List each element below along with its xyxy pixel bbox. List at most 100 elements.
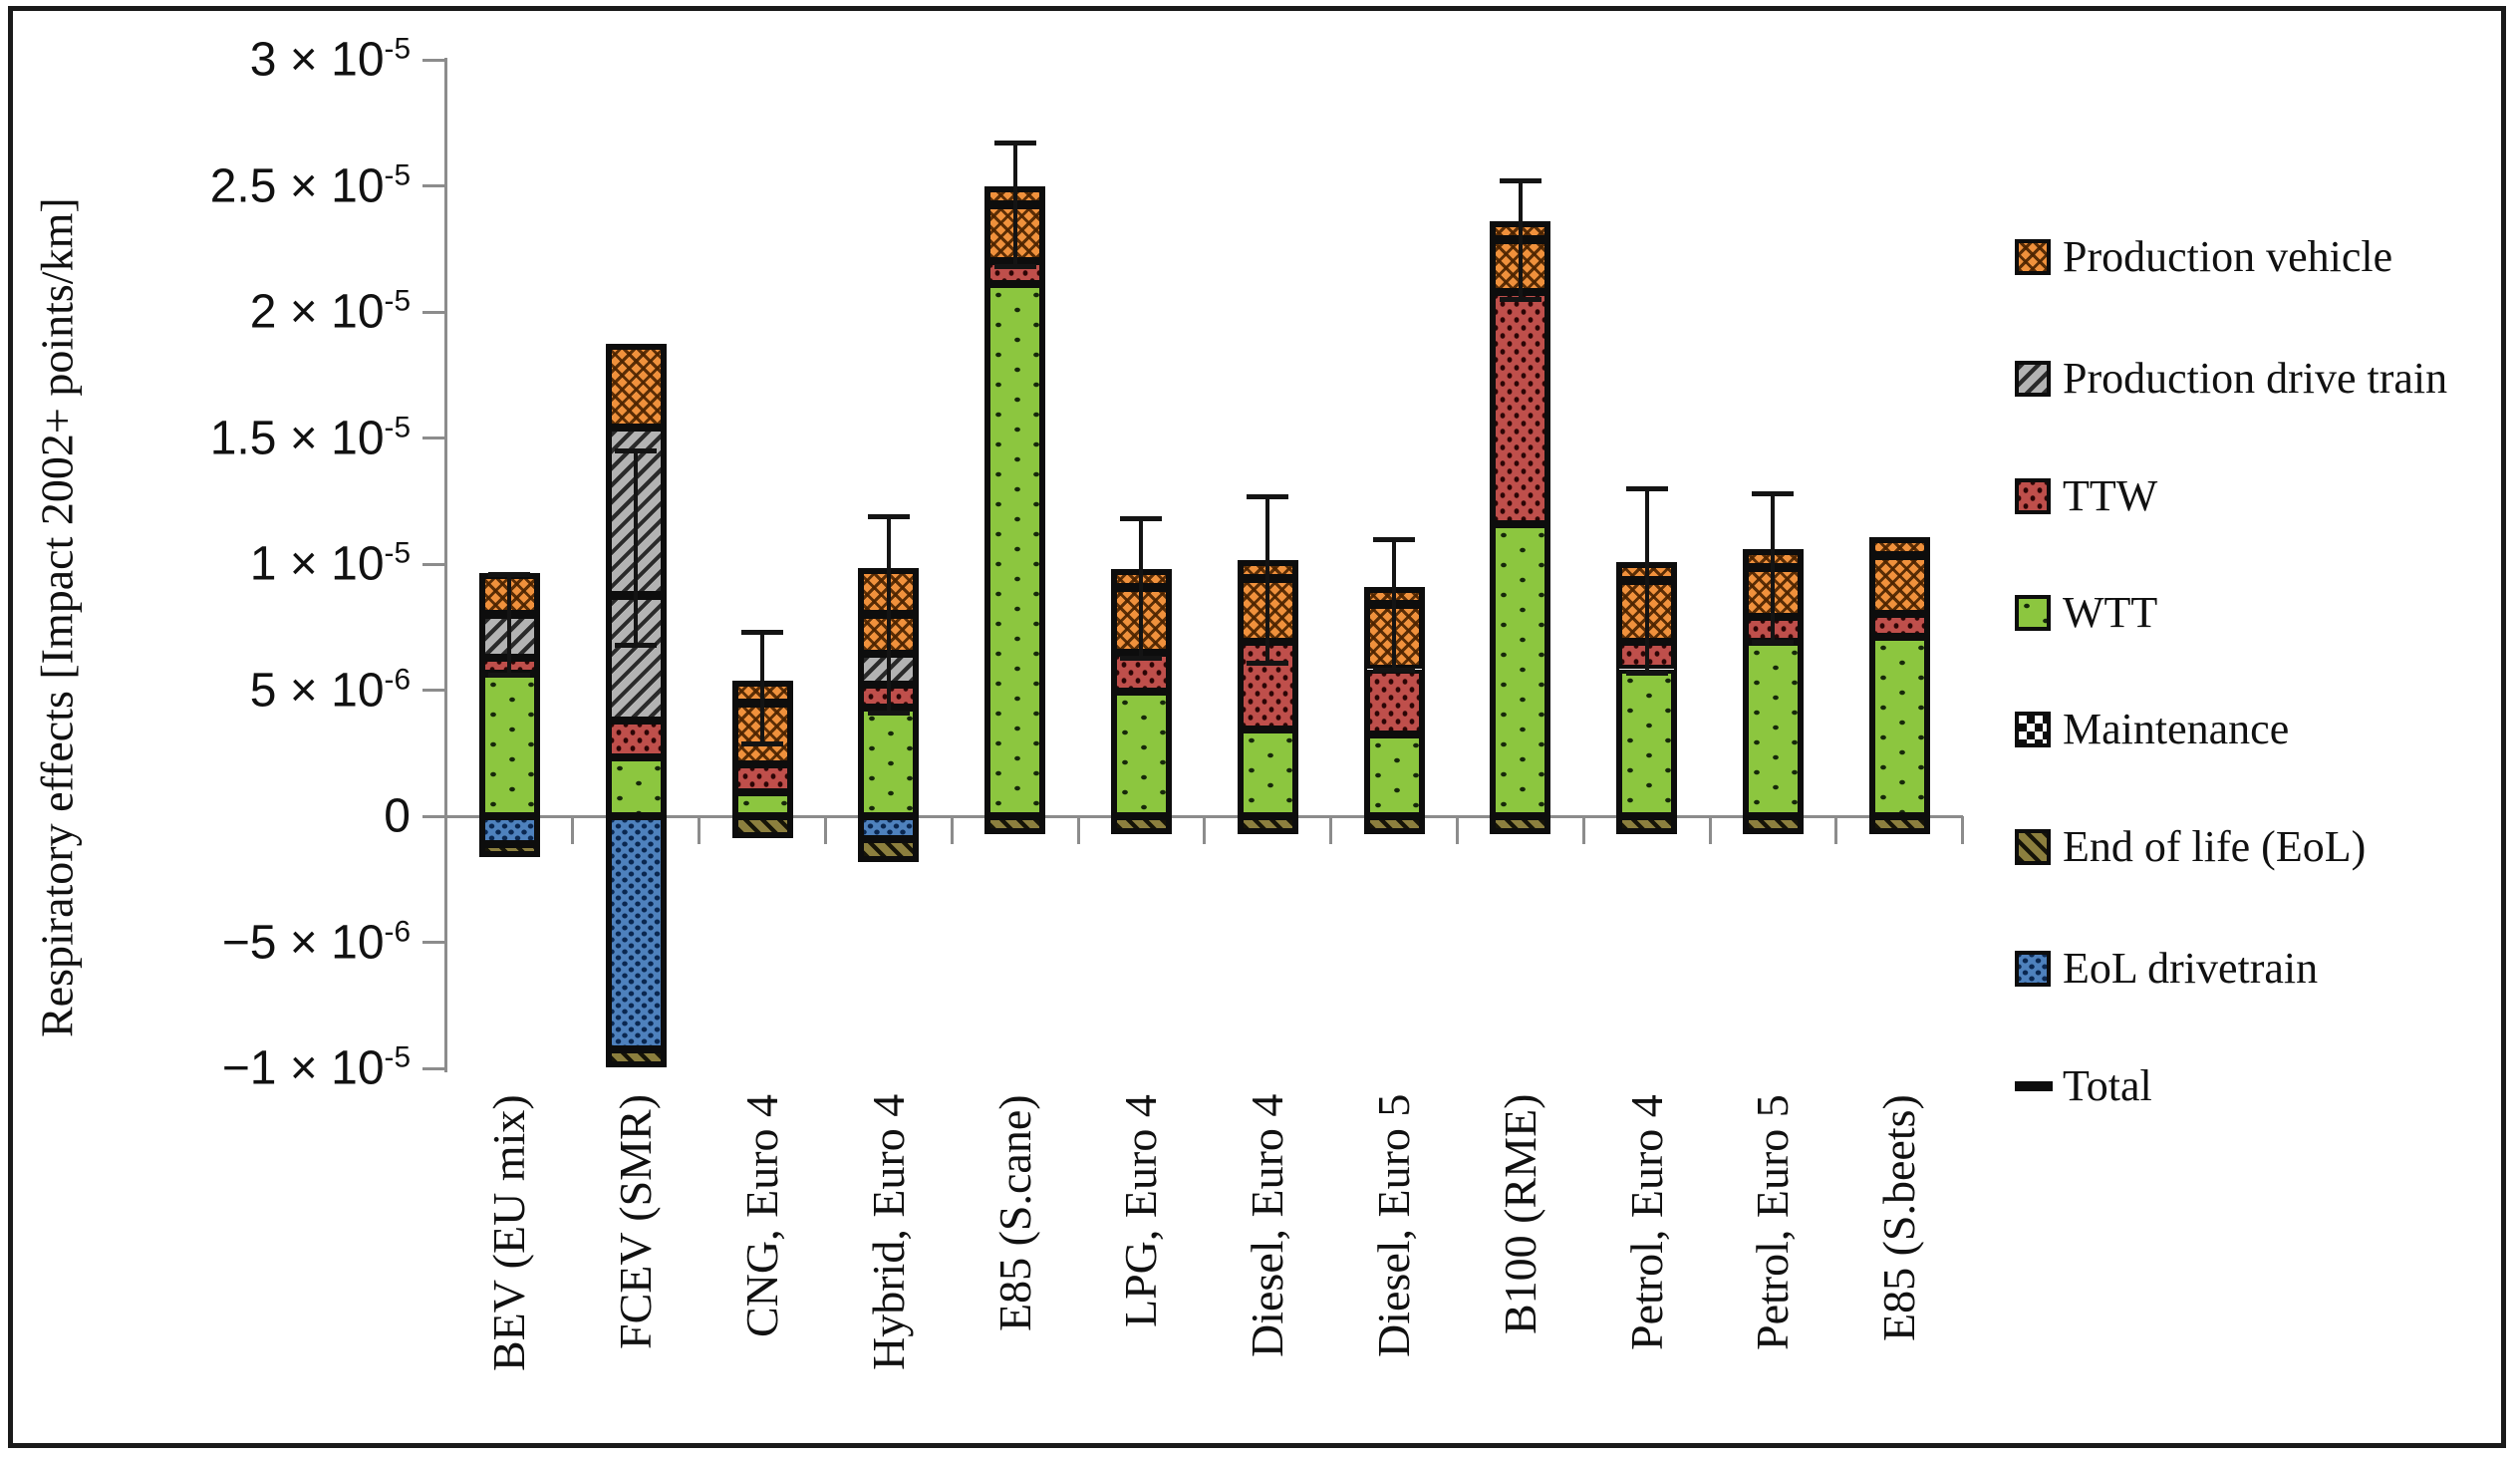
x-axis-tick (1329, 816, 1333, 844)
error-bar-cap (741, 740, 783, 746)
error-bar-cap (867, 711, 910, 717)
bar-segment-eoldrive (607, 816, 665, 1050)
x-axis-label: LPG, Euro 4 (1115, 1094, 1167, 1327)
bar-segment-wtt (986, 284, 1044, 816)
error-bar-cap (1373, 536, 1415, 542)
error-bar-cap (1247, 660, 1289, 666)
legend-item-maintenance: Maintenance (2015, 704, 2505, 755)
error-bar (760, 632, 764, 743)
bar-segment-wtt (1365, 734, 1423, 816)
bar-outline (984, 814, 1046, 835)
error-bar (1518, 180, 1523, 300)
production-vehicle-swatch-icon (2015, 239, 2051, 275)
error-bar-cap (993, 264, 1036, 270)
maintenance-swatch-icon (2015, 712, 2051, 747)
x-axis-label: B100 (RME) (1494, 1094, 1545, 1335)
y-tick-label: 0 (384, 789, 411, 843)
x-axis-tick (1708, 816, 1712, 844)
bar-segment-wtt (1239, 730, 1296, 816)
bar-segment-eol (1492, 816, 1549, 833)
error-bar-cap (488, 572, 531, 578)
y-tick-label: −1 × 10-5 (221, 1040, 411, 1095)
bar-outline (1868, 814, 1930, 835)
y-tick-label: 1.5 × 10-5 (209, 411, 411, 464)
ttw-swatch-icon (2015, 478, 2051, 514)
bar-segment-wtt (1618, 669, 1676, 816)
bar-segment-wtt (480, 674, 538, 816)
x-axis-label: E85 (S.beets) (1873, 1094, 1925, 1341)
y-tick-label: −5 × 10-6 (221, 915, 411, 969)
x-axis-label: Petrol, Euro 4 (1620, 1094, 1672, 1350)
bar-outline (858, 814, 920, 863)
error-bar (1012, 143, 1017, 267)
bar-segment-eol (1239, 816, 1296, 833)
error-bar-cap (741, 630, 783, 636)
error-bar-cap (615, 448, 658, 454)
y-tick-label: 5 × 10-6 (249, 663, 411, 717)
bar-outline (605, 814, 667, 1068)
y-axis-tick (422, 310, 446, 314)
bar-segment-wtt (860, 707, 918, 816)
bar-segment-eol (733, 816, 791, 837)
legend-label: Production vehicle (2063, 232, 2393, 281)
error-bar-cap (1752, 491, 1795, 497)
bar-segment-prodveh (607, 345, 665, 429)
x-axis-label: Hybrid, Euro 4 (862, 1094, 914, 1371)
legend-label: TTW (2063, 471, 2158, 520)
error-bar-cap (1499, 297, 1541, 303)
bar-segment-wtt (1744, 642, 1802, 816)
y-tick-label: 2.5 × 10-5 (209, 158, 411, 212)
error-bar (1139, 518, 1144, 658)
x-axis-tick (1581, 816, 1585, 844)
bar-segment-eol (1365, 816, 1423, 833)
x-axis-label: Petrol, Euro 5 (1747, 1094, 1799, 1350)
bar-segment-wtt (733, 791, 791, 816)
legend-item-total: Total (2015, 1060, 2505, 1112)
x-axis-tick (698, 816, 701, 844)
error-bar-cap (1120, 516, 1163, 522)
x-axis-label: BEV (EU mix) (483, 1094, 535, 1371)
x-axis-tick (1961, 816, 1965, 844)
legend-item-ttw: TTW (2015, 470, 2505, 522)
y-axis-tick (422, 941, 446, 944)
y-axis-tick (422, 562, 446, 566)
bar-segment-eol (1744, 816, 1802, 833)
error-bar-cap (1499, 178, 1541, 184)
y-tick-label: 1 × 10-5 (249, 536, 411, 591)
error-bar-cap (1120, 655, 1163, 661)
x-axis-tick (571, 816, 575, 844)
bar-outline (1490, 221, 1551, 818)
error-bar-cap (1373, 668, 1415, 674)
x-axis-label: E85 (S.cane) (988, 1094, 1040, 1331)
bar-outline (1868, 537, 1930, 818)
figure-border (8, 6, 2506, 1448)
legend-item-wtt: WTT (2015, 587, 2505, 639)
legend-label: Production drive train (2063, 354, 2448, 403)
bar-outline (1237, 814, 1298, 835)
error-bar (1644, 488, 1649, 673)
bar-segment-ttw (1870, 614, 1928, 637)
x-axis-label: CNG, Euro 4 (736, 1094, 787, 1338)
x-axis-tick (1076, 816, 1080, 844)
error-bar (886, 515, 891, 714)
bar-segment-wtt (1870, 636, 1928, 816)
bar-segment-wtt (1492, 523, 1549, 816)
legend-label: WTT (2063, 588, 2158, 637)
bar-segment-wtt (607, 757, 665, 816)
bar-segment-wtt (1112, 692, 1170, 816)
x-axis-tick (1455, 816, 1459, 844)
end-of-life-swatch-icon (2015, 829, 2051, 865)
production-drive-train-swatch-icon (2015, 361, 2051, 397)
bar-segment-eol (1618, 816, 1676, 833)
y-axis-tick (422, 1066, 446, 1070)
error-bar-cap (1625, 486, 1668, 492)
bar-segment-eoldrive (480, 816, 538, 844)
y-axis-tick (422, 689, 446, 692)
bar-segment-eol (480, 843, 538, 856)
legend-label: Maintenance (2063, 705, 2290, 753)
y-axis-tick (422, 58, 446, 62)
y-axis-tick (422, 814, 446, 818)
error-bar-cap (615, 642, 658, 648)
bar-segment-ttw (607, 720, 665, 758)
legend-item-production-drive-train: Production drive train (2015, 353, 2505, 405)
